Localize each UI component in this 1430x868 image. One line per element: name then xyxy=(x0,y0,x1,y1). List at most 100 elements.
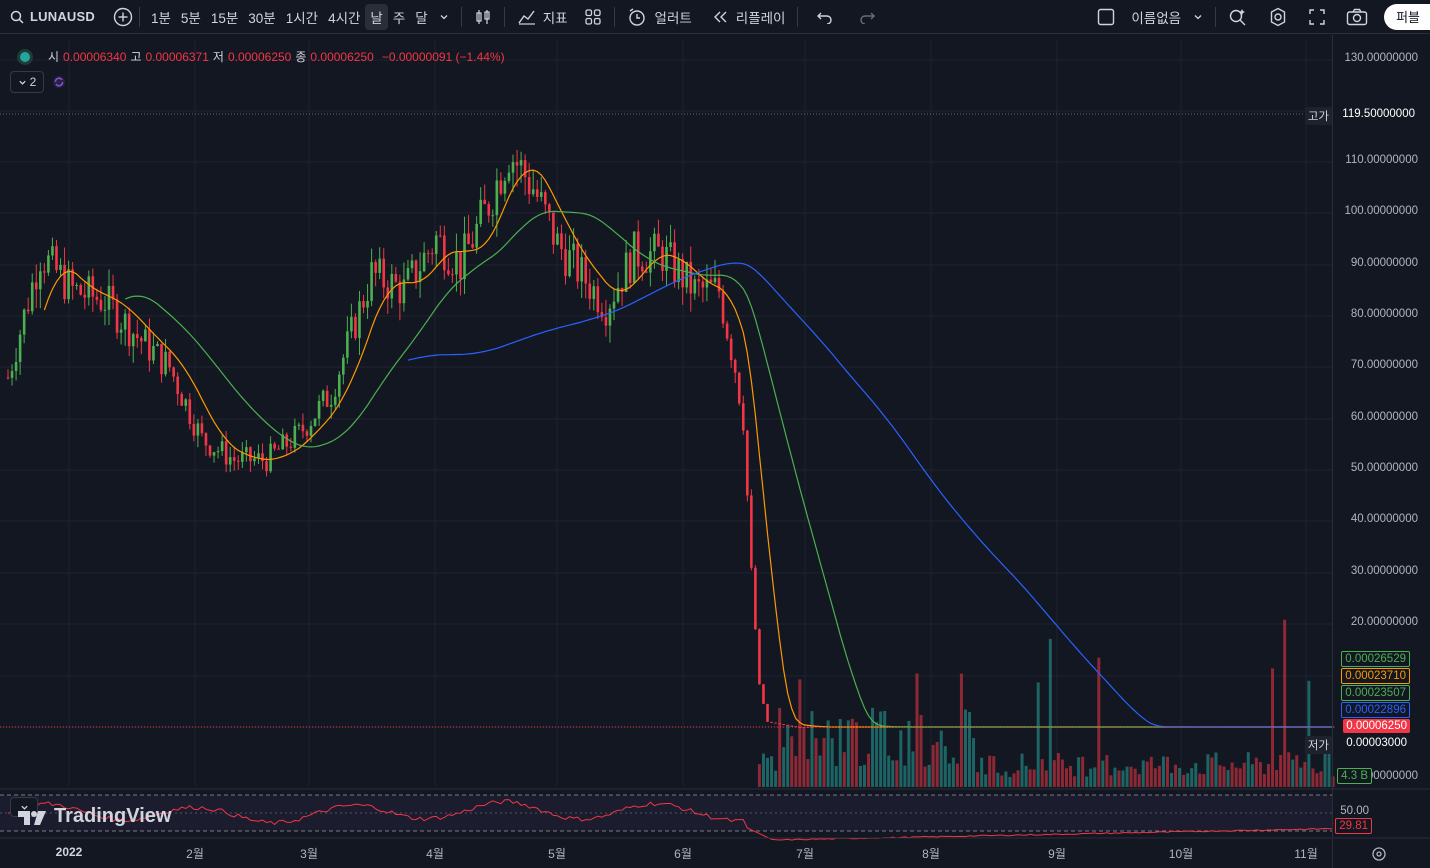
volume-bar xyxy=(1133,768,1137,787)
interval-button[interactable]: 달 xyxy=(415,10,428,26)
interval-button[interactable]: 날 xyxy=(365,3,388,30)
candle-body xyxy=(281,434,285,450)
time-axis-label: 8월 xyxy=(922,847,940,861)
volume-bar xyxy=(1028,769,1032,787)
candle-body xyxy=(382,258,386,288)
indicator-chart-icon xyxy=(518,10,535,25)
candle-body xyxy=(564,249,567,277)
interval-button[interactable]: 15분 xyxy=(210,10,239,26)
volume-bar xyxy=(1113,767,1117,787)
chevron-down-icon xyxy=(20,805,28,810)
chart-type-button[interactable] xyxy=(468,4,498,30)
rsi-line xyxy=(7,799,1334,841)
volume-bar xyxy=(911,751,915,787)
ohlc-legend: 시 0.00006340 고 0.00006371 저 0.00006250 종 0.0… xyxy=(20,48,505,65)
volume-bar xyxy=(1266,763,1270,787)
volume-bar xyxy=(968,712,972,787)
volume-bar xyxy=(1222,766,1226,787)
volume-bar xyxy=(1004,771,1008,787)
undo-button[interactable] xyxy=(810,4,840,30)
publish-button[interactable]: 퍼블 xyxy=(1384,3,1430,30)
candle-body xyxy=(212,452,216,456)
candle-body xyxy=(459,252,462,280)
candle-body xyxy=(156,343,159,347)
candle-body xyxy=(309,425,313,436)
candle-body xyxy=(95,296,99,300)
low-value: 0.00006250 xyxy=(227,49,292,64)
volume-bar xyxy=(794,756,798,787)
volume-bar xyxy=(992,756,996,787)
layout-button[interactable]: 이름없음 xyxy=(1091,4,1209,30)
quick-search-button[interactable] xyxy=(1222,4,1254,30)
replay-button[interactable]: 리플레이 xyxy=(706,4,792,30)
templates-button[interactable] xyxy=(578,4,608,30)
axis-settings-gear-icon[interactable] xyxy=(1370,845,1388,863)
candles-icon xyxy=(476,9,490,24)
volume-bar xyxy=(1287,752,1291,787)
compare-button[interactable] xyxy=(113,0,133,34)
candle-body xyxy=(99,299,103,310)
candle-body xyxy=(798,726,802,728)
divider xyxy=(797,6,799,27)
volume-tag: 4.3 B xyxy=(1337,768,1372,784)
candle-body xyxy=(713,278,717,283)
candle-body xyxy=(681,259,684,288)
interval-button[interactable]: 주 xyxy=(392,10,406,26)
candle-body xyxy=(313,418,317,426)
candle-body xyxy=(693,279,697,294)
sync-icon[interactable] xyxy=(51,74,67,90)
candle-body xyxy=(600,312,604,318)
snapshot-button[interactable] xyxy=(1340,4,1374,30)
volume-bar xyxy=(1307,680,1311,787)
candle-body xyxy=(770,721,773,723)
candle-body xyxy=(754,567,757,630)
volume-bar xyxy=(1081,756,1085,787)
volume-bar xyxy=(1323,753,1327,787)
interval-button[interactable]: 1시간 xyxy=(285,10,319,26)
interval-button[interactable]: 30분 xyxy=(248,10,276,26)
candle-body xyxy=(649,251,652,273)
redo-button[interactable] xyxy=(852,4,882,30)
volume-bar xyxy=(887,755,891,787)
candle-body xyxy=(628,252,632,283)
candle-body xyxy=(277,448,280,450)
chart-background xyxy=(0,35,1430,868)
alerts-button[interactable]: 얼러트 xyxy=(621,4,698,30)
candle-body xyxy=(410,260,414,269)
candle-body xyxy=(467,233,470,245)
interval-button[interactable]: 5분 xyxy=(180,10,201,26)
candle-body xyxy=(208,445,212,456)
candle-body xyxy=(721,291,725,324)
candle-body xyxy=(394,273,398,282)
price-axis-label: 0.00000000 xyxy=(1357,770,1418,782)
interval-button[interactable]: 1분 xyxy=(150,10,171,26)
candle-body xyxy=(548,204,551,213)
candle-body xyxy=(463,233,466,280)
candle-body xyxy=(366,300,369,308)
visibility-dot-icon[interactable] xyxy=(20,51,30,62)
candle-body xyxy=(6,377,10,379)
interval-dropdown[interactable] xyxy=(433,4,455,30)
indicators-collapse-button[interactable]: 2 xyxy=(10,71,44,93)
candle-body xyxy=(657,233,660,247)
fullscreen-button[interactable] xyxy=(1302,4,1332,30)
divider xyxy=(138,6,140,27)
candle-body xyxy=(378,258,381,273)
settings-button[interactable] xyxy=(1262,4,1294,30)
candle-body xyxy=(495,180,499,216)
candle-body xyxy=(115,299,119,333)
candle-body xyxy=(47,255,50,273)
candle-body xyxy=(321,390,325,401)
indicators-button[interactable]: 지표 xyxy=(511,4,574,30)
moving-average-line xyxy=(407,262,1334,728)
candle-body xyxy=(491,215,495,217)
interval-group: 1분 5분 15분 30분 1시간 4시간 날 주 달 xyxy=(146,0,433,34)
candle-body xyxy=(289,446,293,448)
volume-bar xyxy=(1093,767,1097,787)
volume-bar xyxy=(972,738,976,787)
symbol-search[interactable]: LUNAUSD xyxy=(0,0,95,34)
price-chart[interactable] xyxy=(0,35,1430,868)
open-label: 시 xyxy=(48,50,60,64)
interval-button[interactable]: 4시간 xyxy=(328,10,361,26)
rewind-icon xyxy=(713,11,727,22)
